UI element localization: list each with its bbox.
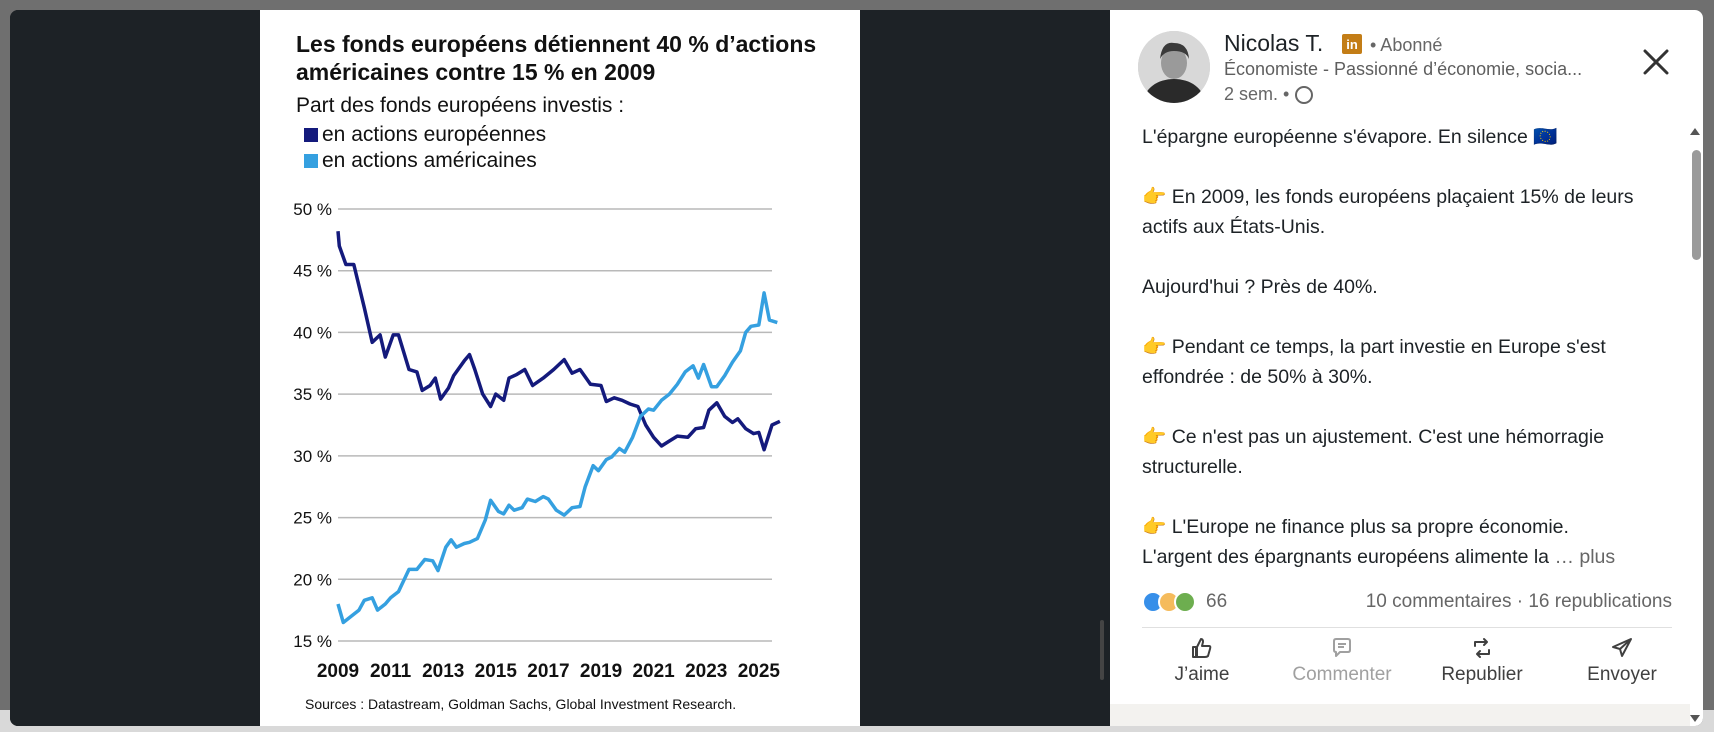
- comment-button[interactable]: Commenter: [1282, 636, 1402, 696]
- x-tick-label: 2011: [370, 661, 412, 682]
- x-tick-label: 2015: [475, 661, 518, 682]
- post-paragraph: 👉 L'Europe ne finance plus sa propre éco…: [1142, 516, 1569, 538]
- chart-subtitle: Part des fonds européens investis :: [296, 94, 625, 117]
- repost-button[interactable]: Republier: [1422, 636, 1542, 696]
- divider: [1142, 627, 1672, 628]
- y-tick-label: 40 %: [293, 323, 332, 342]
- post-scrollbar[interactable]: [1690, 122, 1703, 722]
- post-viewer-modal: Les fonds européens détiennent 40 % d’ac…: [10, 10, 1703, 726]
- y-tick-label: 25 %: [293, 509, 332, 528]
- legend-swatch-euro: [304, 128, 318, 142]
- line-chart: 50 % 45 % 40 % 35 % 30 % 25 % 20 % 15 % 2009 2011…: [293, 200, 781, 682]
- scroll-up-arrow-icon[interactable]: [1690, 128, 1700, 135]
- legend-item-euro: en actions européennes: [304, 122, 546, 148]
- action-bar: J’aime Commenter Republier Envoyer: [1142, 636, 1682, 696]
- post-time-text: 2 sem. •: [1224, 84, 1290, 104]
- like-label: J’aime: [1174, 664, 1230, 685]
- globe-icon: [1295, 85, 1314, 104]
- close-button[interactable]: [1636, 42, 1676, 82]
- y-tick-label: 30 %: [293, 447, 332, 466]
- x-tick-label: 2017: [527, 661, 569, 682]
- chart-image: Les fonds européens détiennent 40 % d’ac…: [260, 10, 1104, 726]
- series-line-euro: [336, 231, 781, 452]
- y-tick-label: 35 %: [293, 385, 332, 404]
- scroll-down-arrow-icon[interactable]: [1690, 715, 1700, 722]
- see-more-link[interactable]: … plus: [1554, 546, 1616, 568]
- post-paragraph: 👉 En 2009, les fonds européens plaçaient…: [1142, 186, 1634, 238]
- x-tick-label: 2023: [685, 661, 727, 682]
- legend-swatch-us: [304, 154, 318, 168]
- post-paragraph: 👉 Pendant ce temps, la part investie en …: [1142, 336, 1606, 388]
- legend-label-us: en actions américaines: [322, 149, 537, 172]
- reaction-icons[interactable]: [1142, 591, 1196, 613]
- avatar-portrait: [1138, 31, 1210, 103]
- support-reaction-icon: [1174, 591, 1196, 613]
- image-scrollbar-thumb[interactable]: [1100, 620, 1104, 680]
- y-tick-label: 50 %: [293, 200, 332, 219]
- y-tick-label: 20 %: [293, 570, 332, 589]
- send-button[interactable]: Envoyer: [1562, 636, 1682, 696]
- avatar[interactable]: [1138, 31, 1210, 103]
- chart-legend: en actions européennes en actions améric…: [304, 122, 546, 174]
- comment-label: Commenter: [1292, 664, 1392, 685]
- series-line-us: [336, 291, 778, 625]
- chart-source: Sources : Datastream, Goldman Sachs, Glo…: [305, 696, 737, 712]
- author-name[interactable]: Nicolas T.: [1224, 30, 1324, 56]
- post-paragraph: L'épargne européenne s'évapore. En silen…: [1142, 126, 1558, 148]
- x-tick-label: 2013: [422, 661, 464, 682]
- post-time: 2 sem. •: [1224, 84, 1314, 105]
- close-icon: [1643, 49, 1669, 75]
- reaction-count[interactable]: 66: [1206, 591, 1228, 612]
- x-tick-label: 2019: [580, 661, 622, 682]
- chart-title: Les fonds européens détiennent 40 % d’ac…: [296, 31, 817, 85]
- y-tick-label: 15 %: [293, 632, 332, 651]
- comments-reposts-count[interactable]: 10 commentaires · 16 republications: [1365, 591, 1672, 612]
- scrollbar-thumb[interactable]: [1692, 150, 1701, 260]
- x-tick-label: 2025: [738, 661, 781, 682]
- post-paragraph: Aujourd'hui ? Près de 40%.: [1142, 276, 1378, 298]
- legend-label-euro: en actions européennes: [322, 123, 547, 146]
- y-tick-label: 45 %: [293, 262, 332, 281]
- like-button[interactable]: J’aime: [1142, 636, 1262, 696]
- x-tick-label: 2009: [317, 661, 359, 682]
- post-paragraph: 👉 Ce n'est pas un ajustement. C'est une …: [1142, 426, 1605, 478]
- social-counts: 66 10 commentaires · 16 republications: [1142, 588, 1672, 618]
- author-headline: Économiste - Passionné d’économie, socia…: [1224, 59, 1583, 79]
- post-last-line: L'argent des épargnants européens alimen…: [1142, 546, 1550, 568]
- post-text: L'épargne européenne s'évapore. En silen…: [1142, 122, 1662, 582]
- comment-icon: [1333, 638, 1351, 657]
- repost-label: Republier: [1441, 664, 1523, 685]
- send-icon: [1612, 638, 1632, 657]
- repost-icon: [1474, 638, 1490, 658]
- post-panel-bottom: [1110, 704, 1690, 726]
- x-tick-label: 2021: [632, 661, 675, 682]
- legend-item-us: en actions américaines: [304, 148, 546, 174]
- post-panel: Nicolas T. in • Abonné Économiste - Pass…: [1110, 10, 1703, 726]
- send-label: Envoyer: [1587, 664, 1657, 685]
- follow-status: • Abonné: [1370, 35, 1443, 55]
- post-paragraph-last: L'argent des épargnants européens alimen…: [1142, 542, 1662, 572]
- linkedin-premium-icon: in: [1342, 34, 1362, 54]
- image-panel: Les fonds européens détiennent 40 % d’ac…: [10, 10, 1110, 726]
- thumbs-up-icon: [1192, 638, 1212, 658]
